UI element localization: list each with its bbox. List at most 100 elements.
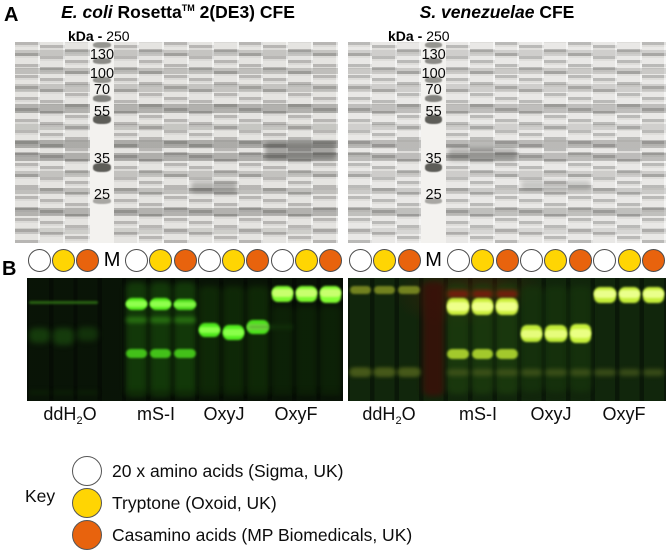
key-dot-tryptone — [72, 488, 102, 518]
lane-group-label-oxyj: OxyJ — [530, 404, 572, 424]
fluorescent-band — [471, 349, 494, 359]
sample-dot-aa — [270, 249, 294, 272]
gel-title-ecoli: E. coli RosettaTM 2(DE3) CFE — [61, 2, 295, 23]
sample-dot-casamino — [568, 249, 592, 272]
fluorescent-band — [125, 282, 148, 396]
gel-lane — [372, 42, 398, 243]
gel-title-ecoli-mid: Rosetta — [112, 2, 182, 22]
gel-lane — [213, 42, 239, 243]
fluorescent-band — [198, 286, 220, 394]
kda-label-55: 55 — [425, 104, 442, 120]
fluorescent-band — [77, 327, 99, 341]
sample-dot-tryptone — [544, 249, 568, 272]
gel-lane — [313, 42, 338, 243]
fluorescent-band — [222, 286, 245, 394]
fluorescent-band — [150, 282, 172, 396]
fluorescent-band — [295, 390, 318, 395]
sample-dot-casamino — [397, 249, 421, 272]
gel-title-ecoli-end: 2(DE3) CFE — [194, 2, 295, 22]
fluorescent-band — [569, 329, 592, 338]
gel-title-svenezuelae: S. venezuelae CFE — [420, 2, 575, 23]
fluorescent-band — [150, 317, 172, 323]
gel-lane — [348, 42, 373, 243]
fluorescent-band — [422, 282, 445, 396]
fluorescent-band — [271, 289, 293, 297]
fluorescent-band — [125, 317, 148, 323]
lane-group-label-ms-i: mS-I — [459, 404, 497, 424]
sample-dot-casamino — [642, 249, 666, 272]
lane-group-label-ddh2o: ddH2O — [43, 404, 96, 427]
sample-dot-tryptone — [295, 249, 319, 272]
kda-label-130: 130 — [421, 47, 446, 63]
overexpression-band — [521, 181, 591, 190]
sample-dot-aa — [593, 249, 617, 272]
key-dot-casamino-acids — [72, 520, 102, 550]
fluorescent-band — [222, 329, 245, 336]
fluorescent-band — [271, 306, 293, 392]
fluorescent-band — [496, 349, 518, 359]
gel-lane — [288, 42, 314, 243]
fluorescent-band — [447, 349, 469, 359]
fluorescent-band — [271, 390, 293, 395]
fluorescent-band — [594, 369, 616, 376]
gel-lane — [543, 42, 569, 243]
fluorescent-band — [643, 290, 665, 298]
fluorescence-gel-ecoli — [27, 278, 343, 401]
kda-label-35: 35 — [425, 151, 442, 167]
kda-label-55: 55 — [93, 104, 111, 120]
ladder-mark — [93, 58, 111, 64]
sample-dot-aa — [27, 249, 51, 272]
fluorescent-band — [125, 349, 148, 358]
overexpression-band — [447, 148, 518, 161]
kda-unit-label: kDa - — [388, 28, 423, 44]
fluorescent-band — [398, 286, 420, 294]
gel-lane — [39, 42, 65, 243]
fluorescent-band — [174, 282, 196, 396]
sample-dot-aa — [446, 249, 470, 272]
sample-dot-aa — [124, 249, 148, 272]
ladder-mark — [93, 42, 111, 48]
marker-lane-label: M — [103, 249, 121, 271]
key-label: Key — [25, 486, 56, 506]
sample-additive-row-left: M — [27, 248, 343, 274]
sample-dot-tryptone — [222, 249, 246, 272]
gel-lane — [641, 42, 666, 243]
sample-dot-casamino — [319, 249, 343, 272]
trademark-superscript: TM — [181, 3, 195, 14]
gel-lane — [494, 42, 520, 243]
fluorescent-band — [174, 349, 196, 358]
overexpression-band — [265, 142, 336, 160]
key-dot-amino-acids — [72, 456, 102, 486]
sample-dot-tryptone — [373, 249, 397, 272]
fluorescent-band — [52, 328, 75, 345]
sample-additive-row-right: M — [348, 248, 666, 274]
fluorescent-band — [471, 369, 494, 376]
sample-dot-tryptone — [471, 249, 495, 272]
panel-a-label: A — [4, 4, 19, 26]
marker-lane — [89, 42, 115, 243]
fluorescent-band — [52, 390, 75, 395]
sample-dot-casamino — [246, 249, 270, 272]
fluorescent-band — [618, 369, 641, 376]
fluorescent-band — [545, 369, 567, 376]
fluorescent-band — [447, 302, 469, 311]
gel-title-svenezuelae-species: S. venezuelae — [419, 2, 535, 22]
kda-unit-label: kDa - — [68, 28, 103, 44]
fluorescent-band — [496, 290, 518, 298]
fluorescent-band — [125, 301, 148, 307]
label-part: O — [82, 404, 97, 424]
kda-label-100: 100 — [421, 66, 446, 82]
fluorescent-band — [373, 369, 396, 376]
marker-lane-label: M — [425, 249, 442, 271]
label-part: O — [401, 404, 416, 424]
gel-lane — [15, 42, 40, 243]
ladder-mark — [425, 115, 443, 124]
fluorescent-band — [373, 286, 396, 294]
fluorescent-band — [447, 290, 469, 298]
fluorescent-band — [471, 302, 494, 311]
fluorescent-band — [496, 369, 518, 376]
sample-dot-casamino — [76, 249, 100, 272]
label-part: ddH — [43, 404, 77, 424]
fluorescent-band — [520, 369, 543, 376]
ladder-mark — [425, 163, 443, 172]
